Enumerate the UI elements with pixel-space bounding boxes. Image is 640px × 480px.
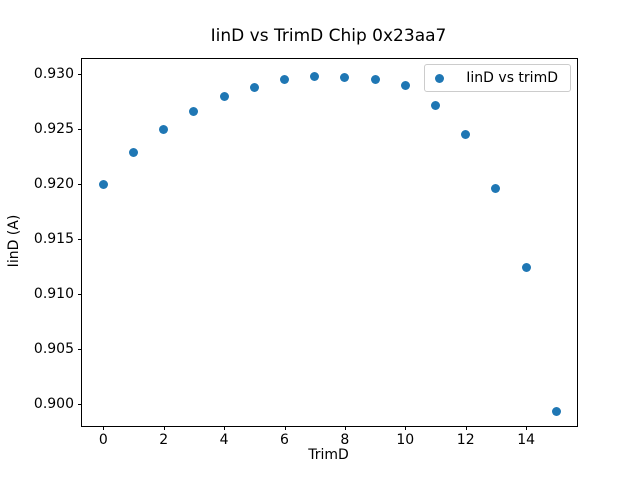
y-tick-label: 0.930 [33, 66, 74, 83]
data-point [219, 91, 229, 101]
data-point [310, 72, 320, 82]
x-tick-label: 6 [280, 432, 289, 448]
x-tick-label: 4 [219, 432, 229, 448]
x-tick-mark [224, 426, 226, 430]
y-tick-mark [78, 293, 82, 295]
data-point [98, 179, 108, 189]
data-point [521, 262, 531, 272]
data-point [370, 75, 380, 85]
chart-title: IinD vs TrimD Chip 0x23aa7 [210, 26, 447, 46]
x-tick-mark [465, 426, 467, 430]
data-point [431, 100, 440, 110]
y-tick-label: 0.900 [33, 395, 74, 412]
data-point [128, 147, 138, 157]
x-axis-label: TrimD [308, 447, 349, 463]
x-tick-mark [284, 426, 286, 430]
x-tick-mark [526, 426, 528, 430]
data-point [461, 130, 471, 140]
y-tick-label: 0.910 [33, 285, 74, 302]
x-tick-mark [344, 426, 346, 430]
x-tick-label: 8 [340, 432, 350, 448]
x-tick-label: 12 [456, 432, 475, 448]
legend-label: IinD vs trimD [466, 70, 558, 86]
y-tick-label: 0.915 [33, 230, 74, 247]
y-tick-mark [78, 184, 82, 186]
x-tick-label: 10 [396, 432, 415, 448]
data-point [551, 406, 561, 416]
data-point [189, 107, 199, 117]
y-tick-mark [78, 238, 82, 240]
y-tick-label: 0.920 [33, 176, 74, 193]
x-tick-mark [163, 426, 165, 430]
x-tick-label: 14 [517, 432, 536, 448]
data-point [400, 80, 410, 90]
data-point [159, 124, 169, 134]
data-point [340, 73, 350, 83]
x-tick-label: 0 [98, 432, 108, 448]
data-point [249, 83, 259, 93]
y-tick-mark [78, 74, 82, 76]
y-tick-mark [78, 348, 82, 350]
plot-area: IinD vs trimD 0 2 4 6 8 10 12 14 0.900 0.905 0.910… [34, 58, 578, 448]
y-tick-mark [78, 129, 82, 131]
y-tick-label: 0.905 [33, 340, 74, 357]
legend: IinD vs trimD [424, 64, 571, 92]
y-axis-label: IinD (A) [6, 214, 22, 268]
x-tick-mark [103, 426, 105, 430]
data-point [280, 75, 289, 85]
x-tick-mark [405, 426, 407, 430]
y-tick-mark [78, 403, 82, 405]
legend-marker-dot-icon [435, 73, 445, 83]
data-point [491, 183, 501, 193]
y-tick-label: 0.925 [33, 121, 74, 138]
x-tick-label: 2 [159, 432, 169, 448]
